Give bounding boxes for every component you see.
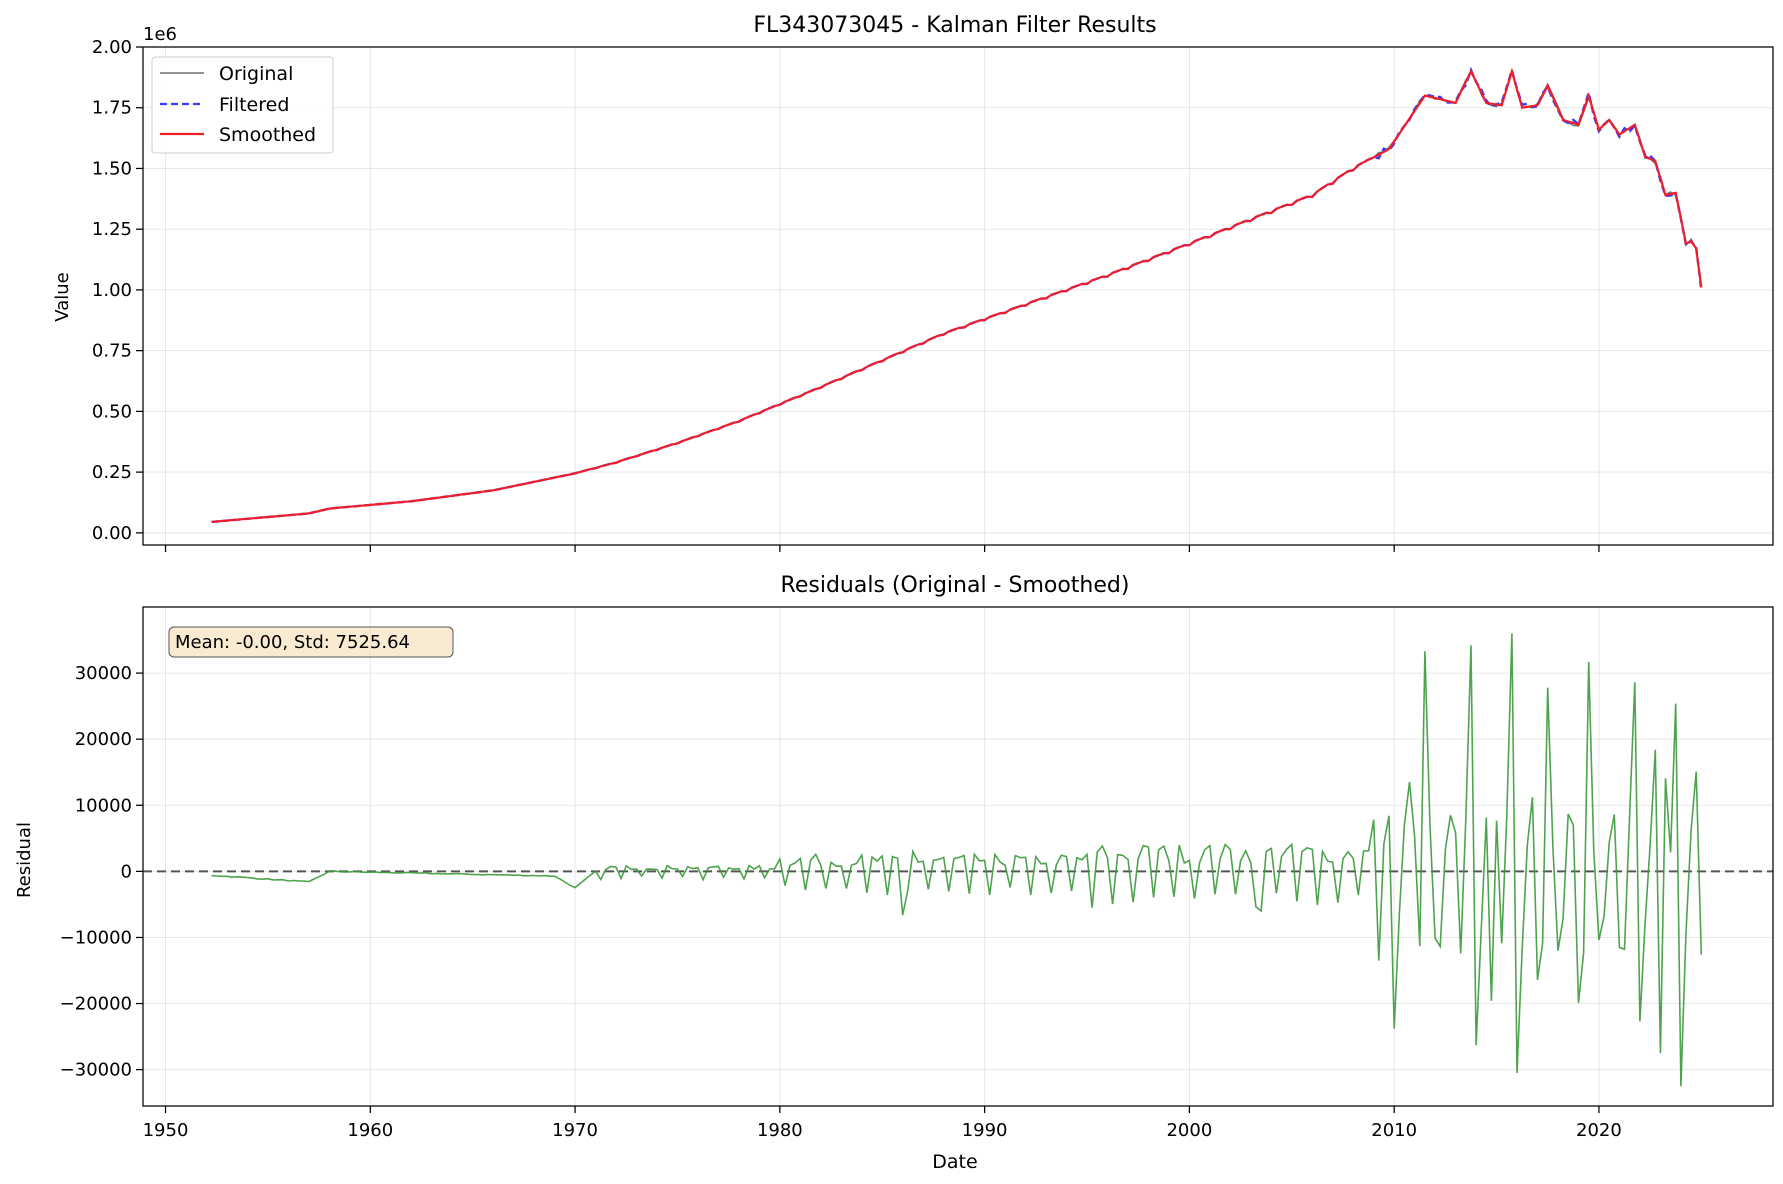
top-y-tick-label: 2.00 [92,37,132,58]
top-y-tick-label: 1.75 [92,98,132,119]
legend-box [151,56,334,154]
top-y-tick-label: 0.50 [92,401,132,422]
x-tick-label: 1980 [757,1120,803,1141]
bottom-y-tick-label: 20000 [75,729,132,750]
kalman-results-panel: FL343073045 - Kalman Filter Results 0.00… [52,13,1774,552]
residual-line [211,633,1703,1087]
top-y-tick-label: 1.00 [92,280,132,301]
filtered-series-line [211,65,1703,524]
top-y-tick-label: 0.25 [92,462,132,483]
residual-series-line [211,633,1703,1087]
legend-label-filtered: Filtered [219,94,289,116]
bottom-y-tick-label: 10000 [75,795,132,816]
x-tick-label: 2020 [1576,1120,1622,1141]
legend-entry-original: Original [160,63,293,85]
bottom-y-tick-label: −10000 [60,927,132,948]
x-tick-label: 1990 [962,1120,1008,1141]
x-tick-label: 2010 [1371,1120,1417,1141]
bottom-y-axis-label: Residual [14,822,35,898]
legend-label-original: Original [219,63,293,85]
legend-label-smoothed: Smoothed [219,124,316,146]
bottom-y-tick-label: −20000 [60,994,132,1015]
legend-entry-smoothed: Smoothed [160,124,316,146]
bottom-y-tick-label: −30000 [60,1060,132,1081]
legend: Original Filtered Smoothed [151,56,334,154]
top-grid [143,46,1773,545]
x-tick-label: 1950 [143,1120,189,1141]
bottom-y-tick-label: 0 [121,861,132,882]
bottom-y-tick-label: 30000 [75,663,132,684]
top-offset-label: 1e6 [143,24,177,45]
stats-annotation-box [168,626,454,658]
smoothed-series-line [211,67,1703,523]
bottom-grid [143,607,1773,1106]
x-tick-label: 2000 [1166,1120,1212,1141]
stats-annotation-text: Mean: -0.00, Std: 7525.64 [175,632,410,653]
top-axis-ticks: 0.00 0.25 0.50 0.75 1.00 1.25 1.50 1.75 2.00 [92,37,1600,552]
top-y-tick-label: 0.75 [92,341,132,362]
x-tick-label: 1970 [552,1120,598,1141]
top-y-tick-label: 1.25 [92,219,132,240]
bottom-chart-title: Residuals (Original - Smoothed) [781,573,1130,598]
top-y-tick-label: 0.00 [92,523,132,544]
bottom-plot-frame [142,606,1774,1107]
bottom-axis-ticks: 1950 1960 1970 1980 1990 2000 2010 2020 −30000 −2… [60,663,1622,1141]
stats-annotation: Mean: -0.00, Std: 7525.64 [168,626,454,658]
legend-entry-filtered: Filtered [160,94,289,116]
x-tick-label: 1960 [347,1120,393,1141]
top-chart-title: FL343073045 - Kalman Filter Results [753,13,1156,38]
top-y-tick-label: 1.50 [92,158,132,179]
residuals-panel: Residuals (Original - Smoothed) 1950 1960… [14,573,1774,1173]
x-axis-label: Date [932,1151,977,1173]
top-y-axis-label: Value [52,272,73,321]
top-series-lines [211,65,1703,524]
top-plot-frame [142,46,1774,546]
original-series-line [211,70,1702,523]
